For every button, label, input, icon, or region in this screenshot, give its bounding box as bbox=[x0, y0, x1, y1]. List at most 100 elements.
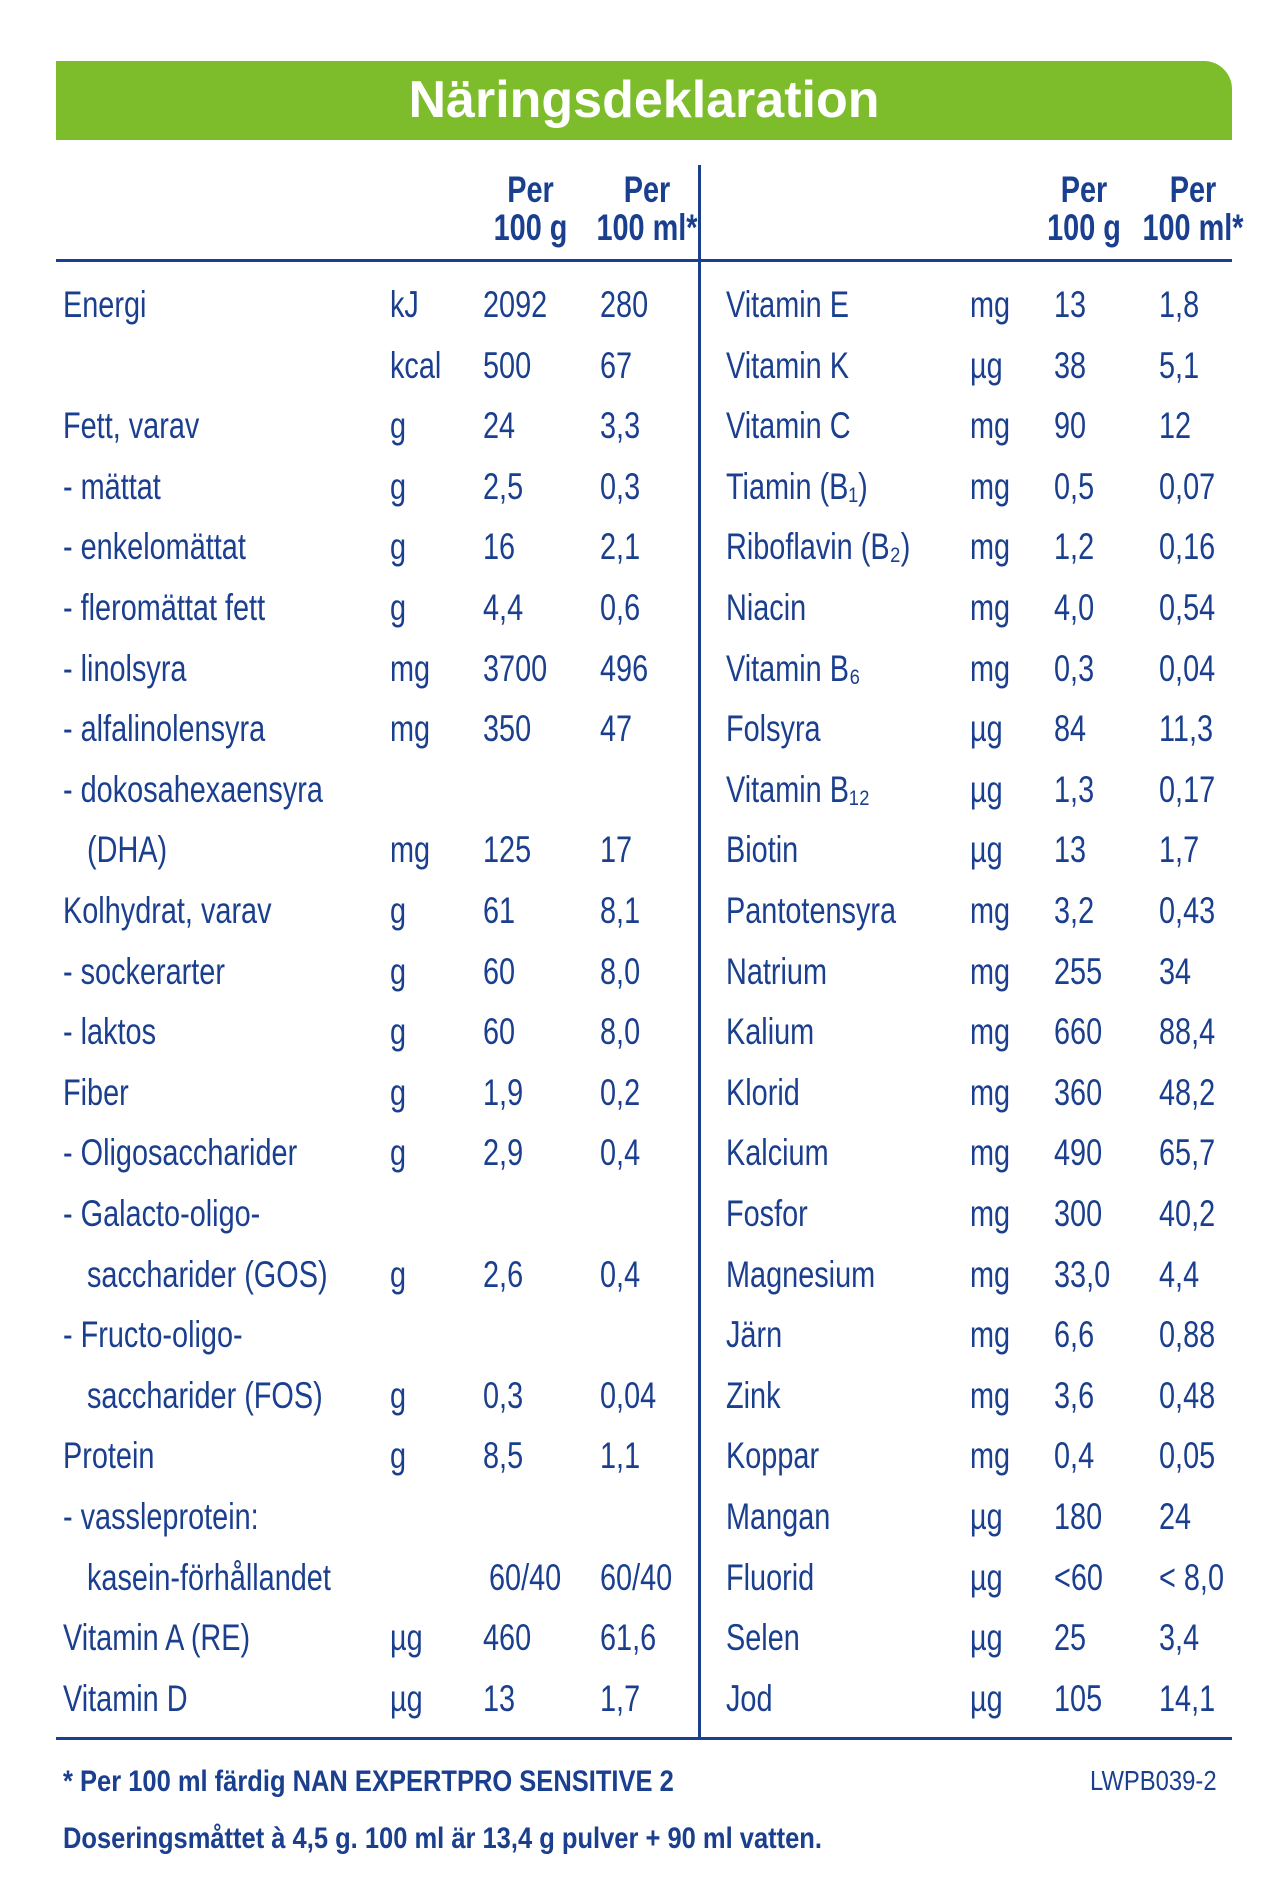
nutrient-name: Zink bbox=[726, 1374, 781, 1416]
code: LWPB039-2 bbox=[1090, 1765, 1217, 1796]
nutrient-name: (DHA) bbox=[87, 829, 168, 871]
nutrient-name: Klorid bbox=[726, 1071, 800, 1113]
per-100ml: 0,05 bbox=[1159, 1435, 1216, 1477]
per-100g: 90 bbox=[1054, 405, 1087, 447]
nutrient-name: - enkelomättat bbox=[63, 526, 246, 568]
per-100ml: 0,6 bbox=[600, 587, 641, 628]
per-100g: 125 bbox=[483, 829, 532, 871]
per-100g: 60 bbox=[483, 1011, 516, 1053]
unit: mg bbox=[970, 890, 1011, 931]
nutrient-name: - vassleprotein: bbox=[63, 1496, 259, 1537]
unit: µg bbox=[970, 1496, 1003, 1537]
per-100ml: 0,4 bbox=[600, 1132, 641, 1174]
unit: mg bbox=[970, 950, 1011, 992]
nutrient-name: Protein bbox=[63, 1435, 155, 1477]
per-100g: 2,6 bbox=[483, 1253, 524, 1295]
per-100ml: 60/40 bbox=[600, 1556, 673, 1598]
nutrient-name: Energi bbox=[63, 284, 147, 325]
per-100ml: 8,1 bbox=[600, 890, 641, 931]
per-100ml: 34 bbox=[1159, 950, 1192, 992]
nutrient-name: Vitamin D bbox=[63, 1677, 188, 1719]
per-100g: 13 bbox=[1054, 829, 1087, 871]
unit: mg bbox=[970, 1193, 1011, 1234]
unit: mg bbox=[390, 647, 431, 689]
title: Näringsdeklaration bbox=[56, 61, 1232, 140]
per-100g: 3700 bbox=[483, 647, 548, 689]
per-100ml: 0,54 bbox=[1159, 587, 1216, 628]
per-100g: 60 bbox=[483, 950, 516, 992]
nutrient-name: Vitamin C bbox=[726, 405, 851, 447]
unit: mg bbox=[390, 829, 431, 871]
nutrient-name: Fiber bbox=[63, 1071, 129, 1113]
per-100g: 2092 bbox=[483, 284, 548, 325]
per-100ml: 0,88 bbox=[1159, 1314, 1216, 1356]
nutrient-name: Magnesium bbox=[726, 1253, 876, 1295]
nutrient-name: Fluorid bbox=[726, 1556, 815, 1598]
unit: g bbox=[390, 1435, 407, 1477]
per-100ml: 8,0 bbox=[600, 950, 641, 992]
unit: µg bbox=[390, 1617, 423, 1659]
per-100ml: 280 bbox=[600, 284, 649, 325]
unit: g bbox=[390, 1253, 407, 1295]
per-100g: 25 bbox=[1054, 1617, 1087, 1659]
nutrient-name: Kalium bbox=[726, 1011, 815, 1053]
per-100g: 60/40 bbox=[489, 1556, 562, 1598]
per-100ml: 5,1 bbox=[1159, 344, 1200, 386]
nutrient-name: Natrium bbox=[726, 950, 828, 992]
per-100g: 3,6 bbox=[1054, 1374, 1095, 1416]
per-100g: 3,2 bbox=[1054, 890, 1095, 931]
unit: g bbox=[390, 1071, 407, 1113]
nutrient-name: - Galacto-oligo- bbox=[63, 1193, 261, 1234]
nutrient-name: Vitamin B₁₂ bbox=[726, 768, 870, 810]
nutrient-name: Jod bbox=[726, 1677, 773, 1719]
per-100g: 500 bbox=[483, 344, 532, 386]
unit: µg bbox=[970, 768, 1003, 810]
per-100ml: 0,04 bbox=[600, 1374, 657, 1416]
nutrient-name: Mangan bbox=[726, 1496, 831, 1537]
per-100g: 0,5 bbox=[1054, 465, 1095, 507]
per-100ml: 1,8 bbox=[1159, 284, 1200, 325]
per-100g: 1,3 bbox=[1054, 768, 1095, 810]
per-100ml: 1,7 bbox=[1159, 829, 1200, 871]
nutrient-name: Kalcium bbox=[726, 1132, 829, 1174]
unit: mg bbox=[390, 708, 431, 750]
dosage: Doseringsmåttet à 4,5 g. 100 ml är 13,4 … bbox=[63, 1822, 822, 1855]
column-header: 100 g bbox=[493, 207, 568, 248]
per-100ml: 3,4 bbox=[1159, 1617, 1200, 1659]
column-header: 100 ml* bbox=[1142, 207, 1244, 248]
per-100g: <60 bbox=[1054, 1556, 1103, 1598]
per-100ml: 496 bbox=[600, 647, 649, 689]
nutrient-name: Selen bbox=[726, 1617, 800, 1659]
per-100g: 24 bbox=[483, 405, 516, 447]
nutrient-name: saccharider (FOS) bbox=[87, 1374, 323, 1416]
per-100ml: 1,1 bbox=[600, 1435, 641, 1477]
nutrient-name: Folsyra bbox=[726, 708, 821, 750]
nutrient-name: Vitamin A (RE) bbox=[63, 1617, 251, 1659]
per-100g: 61 bbox=[483, 890, 516, 931]
per-100g: 360 bbox=[1054, 1071, 1103, 1113]
per-100g: 38 bbox=[1054, 344, 1087, 386]
unit: g bbox=[390, 465, 407, 507]
unit: g bbox=[390, 1011, 407, 1053]
rule bbox=[56, 259, 1232, 262]
column-header: Per bbox=[1169, 169, 1217, 210]
per-100ml: 0,48 bbox=[1159, 1374, 1216, 1416]
unit: g bbox=[390, 1132, 407, 1174]
per-100ml: 4,4 bbox=[1159, 1253, 1200, 1295]
nutrient-name: Pantotensyra bbox=[726, 890, 897, 931]
per-100ml: 0,2 bbox=[600, 1071, 641, 1113]
per-100ml: 2,1 bbox=[600, 526, 641, 568]
unit: g bbox=[390, 405, 407, 447]
unit: mg bbox=[970, 1435, 1011, 1477]
per-100g: 0,4 bbox=[1054, 1435, 1095, 1477]
per-100g: 0,3 bbox=[483, 1374, 524, 1416]
per-100g: 84 bbox=[1054, 708, 1087, 750]
divider bbox=[698, 165, 701, 1740]
per-100ml: 88,4 bbox=[1159, 1011, 1216, 1053]
nutrient-name: - alfalinolensyra bbox=[63, 708, 266, 750]
unit: g bbox=[390, 1374, 407, 1416]
column-header: Per bbox=[1060, 169, 1108, 210]
unit: mg bbox=[970, 1011, 1011, 1053]
nutrient-name: Fosfor bbox=[726, 1193, 808, 1234]
per-100ml: 40,2 bbox=[1159, 1193, 1216, 1234]
